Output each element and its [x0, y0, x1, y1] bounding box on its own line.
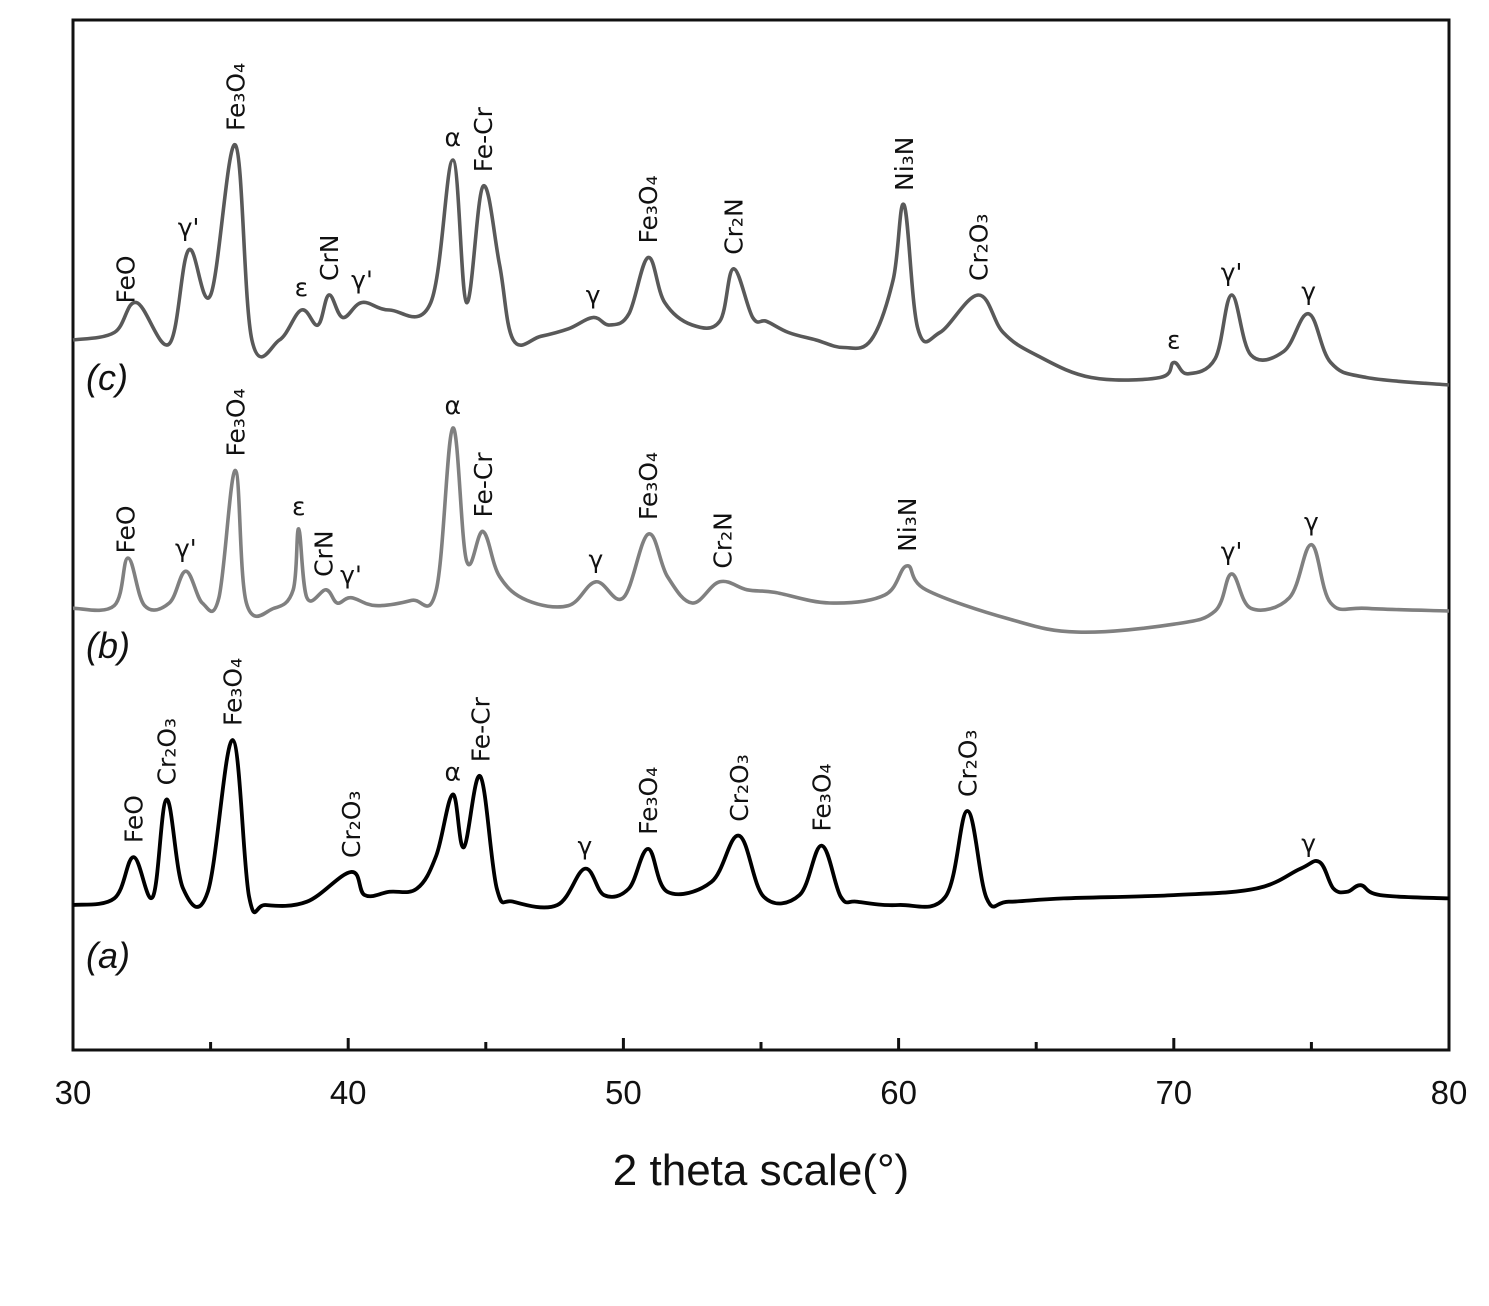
peak-label: γ — [586, 281, 601, 310]
peak-label: γ — [578, 832, 593, 861]
x-tick-label: 60 — [880, 1074, 917, 1111]
peak-label: Ni₃N — [893, 498, 922, 552]
peak-label: Cr₂O₃ — [964, 214, 993, 281]
peak-label: γ' — [1221, 537, 1243, 566]
peak-label: γ' — [340, 561, 362, 590]
peak-label: ε — [295, 273, 309, 302]
x-tick-label: 80 — [1431, 1074, 1468, 1111]
peak-label: α — [445, 758, 461, 787]
series-line-b — [72, 426, 1450, 635]
peak-label: Fe₃O₄ — [219, 658, 248, 726]
peak-label: Cr₂O₃ — [953, 730, 982, 797]
peak-label: Cr₂O₃ — [153, 718, 182, 785]
peak-label: α — [445, 123, 461, 152]
peak-label: Fe-Cr — [469, 106, 498, 172]
peak-label: Fe₃O₄ — [808, 763, 837, 831]
trace-label-b: (b) — [86, 625, 130, 666]
peak-label: Cr₂O₃ — [337, 791, 366, 858]
traces-group — [72, 143, 1450, 915]
peak-label: FeO — [120, 795, 149, 843]
series-line-a — [72, 738, 1450, 915]
trace-label-a: (a) — [86, 935, 130, 976]
peak-label: γ' — [1221, 258, 1243, 287]
peak-label: Fe₃O₄ — [634, 452, 663, 520]
series-line-c — [72, 143, 1450, 387]
peak-label: Fe₃O₄ — [221, 388, 250, 456]
peak-label: ε — [292, 492, 306, 521]
peak-label: Fe₃O₄ — [634, 175, 663, 243]
peak-label: Fe₃O₄ — [221, 63, 250, 131]
peak-label: γ' — [178, 213, 200, 242]
peak-label: ε — [1167, 326, 1181, 355]
x-tick-label: 50 — [605, 1074, 642, 1111]
x-tick-label: 70 — [1155, 1074, 1192, 1111]
x-tick-label: 30 — [55, 1074, 92, 1111]
peak-label: γ — [1301, 829, 1316, 858]
peak-label: γ — [1301, 277, 1316, 306]
peak-label: γ — [589, 545, 604, 574]
peak-label: Ni₃N — [890, 137, 919, 191]
x-axis-title: 2 theta scale(°) — [613, 1146, 909, 1195]
trace-label-c: (c) — [86, 357, 128, 398]
peak-label: Fe-Cr — [469, 452, 498, 518]
peak-label: α — [445, 391, 461, 420]
peak-label: γ — [1304, 508, 1319, 537]
peak-label: γ' — [175, 534, 197, 563]
peak-label: Fe₃O₄ — [634, 767, 663, 835]
trace-labels-group: (c) (b) (a) — [86, 357, 130, 976]
peak-label: Fe-Cr — [466, 696, 495, 762]
x-axis-ticks: 30 40 50 60 70 80 — [55, 1038, 1468, 1111]
peak-label: Cr₂O₃ — [725, 754, 754, 821]
peak-label: γ' — [351, 266, 373, 295]
peak-label: FeO — [111, 255, 140, 303]
peak-label: FeO — [111, 505, 140, 553]
x-tick-label: 40 — [330, 1074, 367, 1111]
peak-label: Cr₂N — [720, 198, 749, 254]
peak-label: CrN — [315, 235, 344, 281]
peak-label: Cr₂N — [709, 512, 738, 568]
peak-label: CrN — [309, 530, 338, 576]
